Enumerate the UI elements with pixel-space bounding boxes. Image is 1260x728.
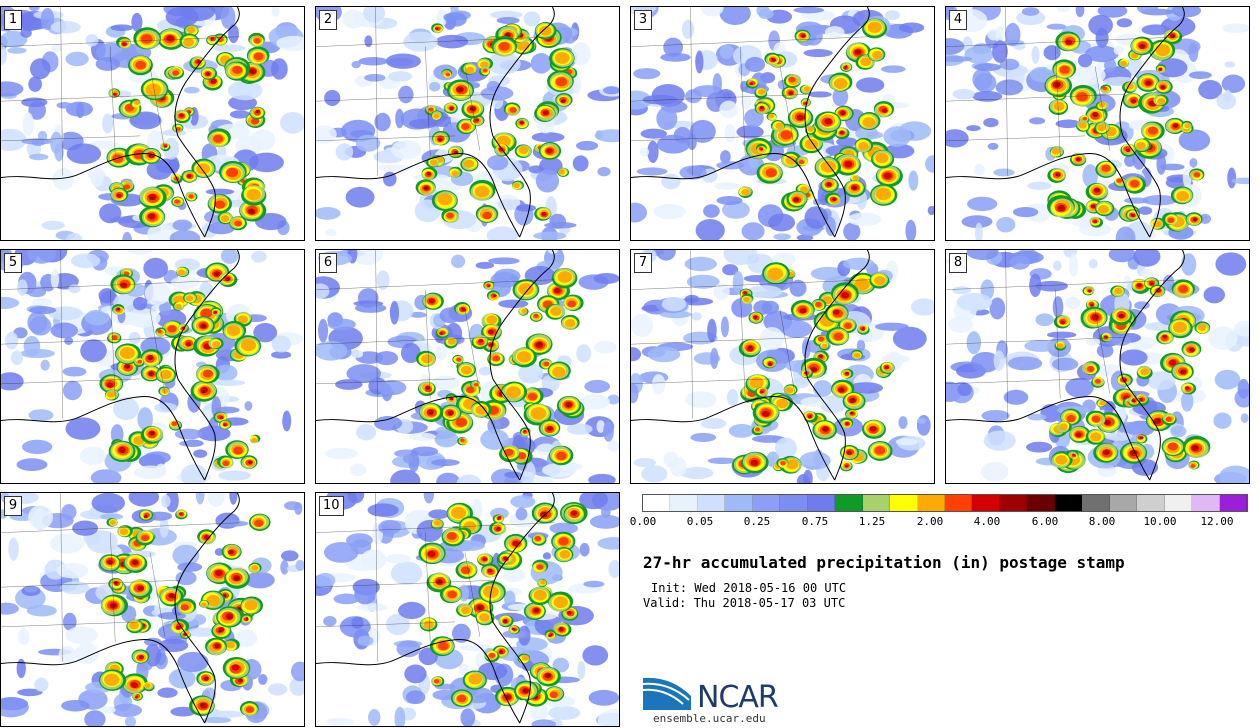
precipitation-map	[946, 250, 1249, 483]
ensemble-member-panel: 5	[0, 249, 305, 484]
colorbar-swatch	[1082, 495, 1110, 511]
precipitation-map	[946, 7, 1249, 240]
colorbar-swatch	[1219, 495, 1247, 511]
ncar-logo-icon	[643, 677, 691, 710]
colorbar-swatch	[999, 495, 1028, 511]
panel-number-label: 2	[319, 10, 337, 30]
ensemble-member-panel: 4	[945, 6, 1250, 241]
colorbar-tick-label: 0.25	[743, 515, 771, 528]
colorbar-swatch	[1054, 495, 1083, 511]
colorbar-swatch	[944, 495, 973, 511]
colorbar-swatch	[670, 495, 698, 511]
precipitation-map	[631, 250, 934, 483]
panel-number-label: 4	[949, 10, 967, 30]
colorbar-tick-label: 6.00	[1031, 515, 1059, 528]
colorbar-swatch	[780, 495, 808, 511]
colorbar-tick-label: 8.00	[1088, 515, 1116, 528]
precipitation-map	[1, 250, 304, 483]
precipitation-map	[631, 7, 934, 240]
colorbar-swatch	[752, 495, 781, 511]
precipitation-colorbar	[642, 494, 1248, 512]
colorbar-swatch	[1192, 495, 1220, 511]
colorbar-tick-label: 2.00	[916, 515, 944, 528]
precipitation-map	[316, 250, 619, 483]
init-time: Init: Wed 2018-05-16 00 UTC	[651, 581, 847, 595]
precipitation-map	[1, 493, 304, 726]
ensemble-member-panel: 2	[315, 6, 620, 241]
colorbar-swatch	[835, 495, 863, 511]
colorbar-tick-label: 4.00	[973, 515, 1001, 528]
panel-number-label: 8	[949, 253, 967, 273]
colorbar-swatch	[890, 495, 918, 511]
chart-title: 27-hr accumulated precipitation (in) pos…	[643, 553, 1125, 572]
precipitation-map	[1, 7, 304, 240]
colorbar-tick-label: 12.00	[1200, 515, 1234, 528]
colorbar-swatch	[1137, 495, 1165, 511]
panel-number-label: 9	[4, 496, 22, 516]
colorbar-tick-label: 0.05	[686, 515, 714, 528]
colorbar-tick-label: 0.75	[801, 515, 829, 528]
precipitation-map	[316, 493, 619, 726]
panel-number-label: 1	[4, 10, 22, 30]
colorbar-swatch	[1027, 495, 1055, 511]
ensemble-member-panel: 10	[315, 492, 620, 727]
ensemble-member-panel: 3	[630, 6, 935, 241]
colorbar-tick-label: 0.00	[629, 515, 657, 528]
colorbar-tick-label: 1.25	[858, 515, 886, 528]
ensemble-member-panel: 6	[315, 249, 620, 484]
colorbar-swatch	[1164, 495, 1193, 511]
panel-number-label: 6	[319, 253, 337, 273]
panel-number-label: 5	[4, 253, 22, 273]
ensemble-member-panel: 8	[945, 249, 1250, 484]
colorbar-swatch	[862, 495, 891, 511]
logo-text: NCAR	[697, 680, 779, 715]
colorbar-swatch	[1109, 495, 1138, 511]
ensemble-member-panel: 1	[0, 6, 305, 241]
ensemble-member-panel: 7	[630, 249, 935, 484]
colorbar-swatch	[807, 495, 836, 511]
colorbar-swatch	[917, 495, 945, 511]
colorbar-swatch	[697, 495, 726, 511]
colorbar-swatch	[972, 495, 1000, 511]
precipitation-map	[316, 7, 619, 240]
ensemble-member-panel: 9	[0, 492, 305, 727]
colorbar-tick-label: 10.00	[1143, 515, 1177, 528]
panel-number-label: 3	[634, 10, 652, 30]
logo-url: ensemble.ucar.edu	[653, 712, 766, 725]
panel-number-label: 7	[634, 253, 652, 273]
colorbar-swatch	[643, 495, 671, 511]
colorbar-swatch	[725, 495, 753, 511]
valid-time: Valid: Thu 2018-05-17 03 UTC	[643, 596, 846, 610]
panel-number-label: 10	[319, 496, 344, 516]
